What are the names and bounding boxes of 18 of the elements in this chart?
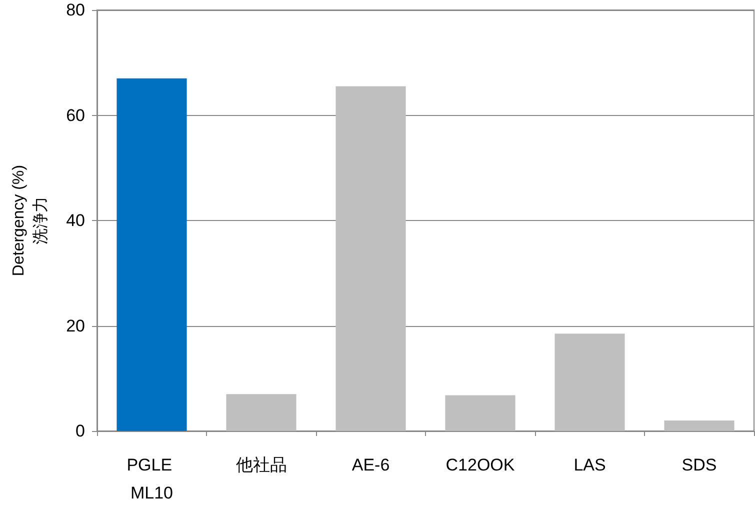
y-tick-label: 80	[66, 0, 85, 20]
y-tick-label: 0	[76, 422, 85, 440]
y-axis-title: Detergency (%) 洗浄力	[10, 164, 50, 276]
y-tick-label: 20	[66, 316, 85, 336]
bar	[336, 86, 406, 431]
bar	[664, 420, 734, 431]
bar	[554, 334, 625, 431]
y-tick-label: 40	[66, 211, 85, 230]
bar	[116, 78, 187, 431]
x-tick-label: PGLE ML10	[126, 456, 177, 502]
y-tick-label: 60	[66, 106, 85, 125]
bar	[445, 395, 516, 431]
x-tick-label: AE-6	[352, 456, 390, 474]
x-tick-label: 他社品	[236, 456, 287, 474]
bar	[226, 394, 296, 431]
x-tick-label: LAS	[574, 456, 606, 474]
x-tick-label: SDS	[682, 456, 717, 474]
x-tick-label: C12OOK	[446, 456, 516, 474]
